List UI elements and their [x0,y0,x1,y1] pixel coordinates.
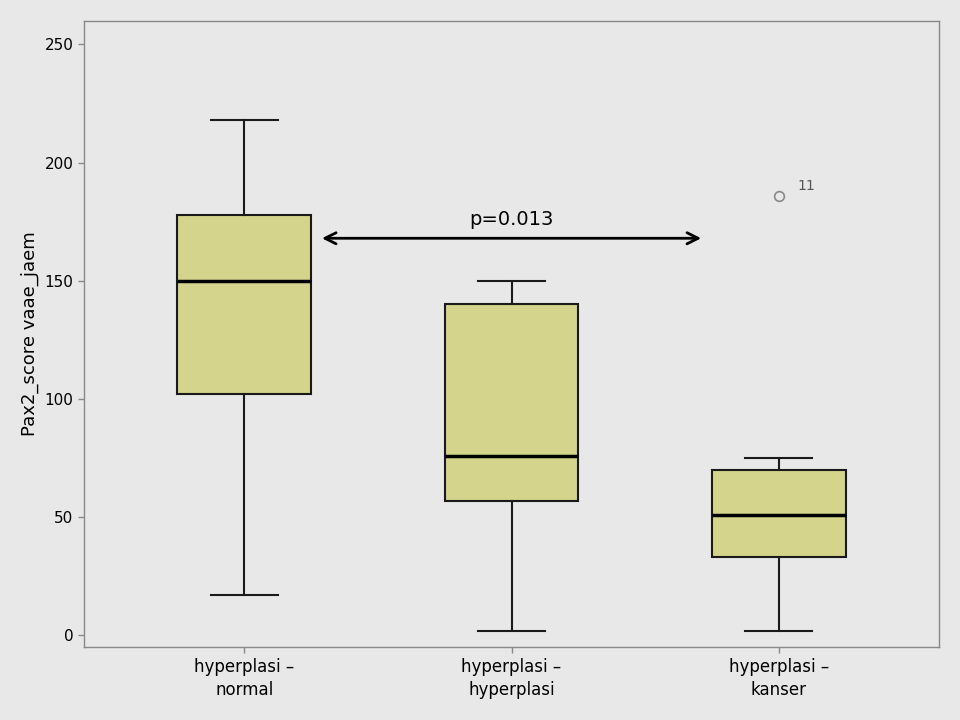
PathPatch shape [444,305,578,500]
PathPatch shape [178,215,311,395]
PathPatch shape [712,470,846,557]
Text: p=0.013: p=0.013 [469,210,554,229]
Y-axis label: Pax2_score vaae_jaem: Pax2_score vaae_jaem [21,232,39,436]
Text: 11: 11 [798,179,815,194]
